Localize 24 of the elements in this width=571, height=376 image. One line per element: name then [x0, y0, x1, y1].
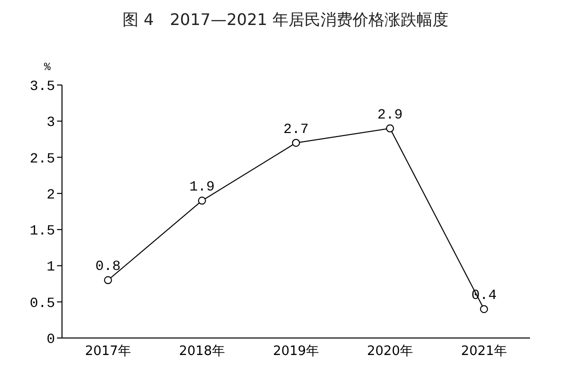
- point: [292, 138, 300, 147]
- y-tick-label: 2: [46, 187, 55, 204]
- data-label: 2.9: [377, 107, 403, 124]
- data-label: 1.9: [189, 180, 215, 196]
- y-tick-label: 2.5: [30, 151, 55, 168]
- point: [198, 196, 206, 205]
- x-tick-label: 2019年: [272, 344, 320, 360]
- x-tick-label: 2017年: [84, 344, 132, 360]
- x-tick-label: 2020年: [366, 344, 414, 360]
- y-tick-label: 1.5: [30, 224, 55, 240]
- y-tick-label: 0.5: [30, 296, 55, 312]
- y-tick-label: 3.5: [30, 78, 55, 95]
- x-tick-label: 2021年: [460, 344, 508, 360]
- y-tick-label: 0: [46, 332, 55, 348]
- y-axis-title: %: [44, 62, 51, 74]
- x-tick-label: 2018年: [178, 344, 226, 360]
- y-tick-label: 1: [46, 260, 55, 276]
- chart-title: 图 4 2017—2021 年居民消费价格涨跌幅度: [122, 10, 450, 31]
- point: [386, 124, 394, 132]
- point: [104, 276, 112, 284]
- y-tick-label: 3: [46, 115, 55, 132]
- point: [480, 305, 488, 314]
- data-label: 0.8: [95, 259, 121, 276]
- data-label: 2.7: [283, 122, 309, 138]
